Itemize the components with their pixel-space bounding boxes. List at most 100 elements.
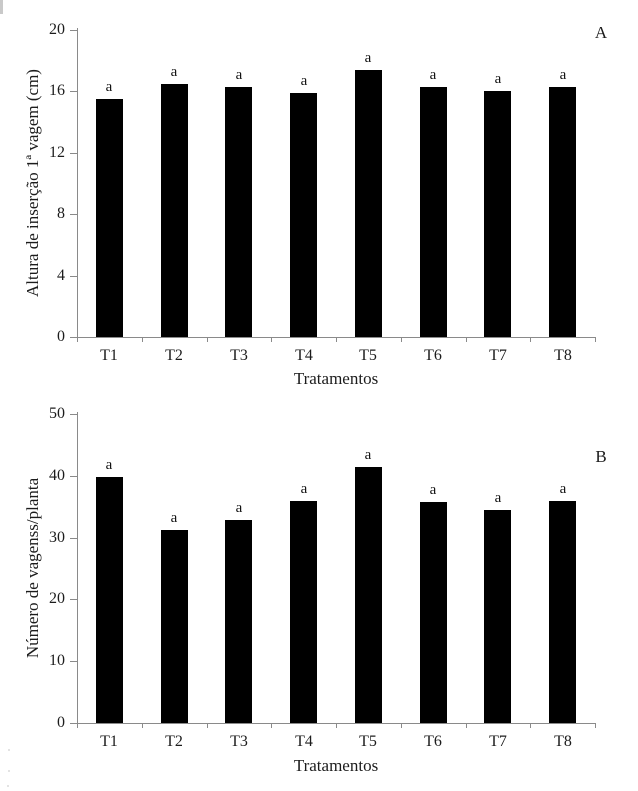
y-tick-mark — [70, 476, 77, 477]
y-tick-mark — [70, 91, 77, 92]
x-tick-label: T6 — [424, 733, 442, 750]
y-tick-mark — [70, 153, 77, 154]
y-tick-mark — [70, 414, 77, 415]
x-tick-mark — [271, 337, 272, 342]
bar-letter-label: a — [300, 481, 308, 497]
bar — [549, 87, 576, 337]
bar — [355, 70, 382, 337]
y-tick-mark — [70, 276, 77, 277]
bar — [420, 502, 447, 723]
x-tick-mark — [530, 337, 531, 342]
bar — [290, 93, 317, 337]
y-tick-label: 4 — [57, 267, 65, 284]
x-tick-mark — [466, 723, 467, 728]
bar-letter-label: a — [235, 500, 243, 516]
bar — [549, 501, 576, 723]
y-axis-title: Altura de inserção 1ª vagem (cm) — [23, 69, 42, 297]
y-tick-label: 16 — [49, 82, 65, 99]
y-tick-label: 50 — [49, 405, 65, 422]
x-tick-label: T7 — [489, 733, 507, 750]
x-tick-mark — [336, 723, 337, 728]
x-tick-label: T2 — [165, 733, 183, 750]
y-tick-label: 10 — [49, 652, 65, 669]
x-tick-mark — [595, 337, 596, 342]
x-tick-label: T3 — [230, 733, 248, 750]
y-tick-label: 8 — [57, 205, 65, 222]
x-axis-title: Tratamentos — [293, 756, 379, 775]
x-tick-mark — [142, 337, 143, 342]
y-tick-label: 40 — [49, 467, 65, 484]
scan-artifact — [8, 770, 10, 772]
x-tick-mark — [336, 337, 337, 342]
bar-letter-label: a — [559, 481, 567, 497]
x-tick-label: T4 — [295, 733, 313, 750]
y-axis-title: Número de vagenss/planta — [23, 477, 42, 659]
bar-letter-label: a — [170, 64, 178, 80]
bar — [420, 87, 447, 337]
x-axis-title: Tratamentos — [293, 369, 379, 388]
x-tick-mark — [207, 337, 208, 342]
y-tick-label: 20 — [49, 590, 65, 607]
x-tick-label: T7 — [489, 347, 507, 364]
y-tick-mark — [70, 538, 77, 539]
x-tick-mark — [401, 337, 402, 342]
bar — [290, 501, 317, 723]
panel-letter: B — [595, 447, 607, 466]
bar-letter-label: a — [300, 73, 308, 89]
panel-letter: A — [594, 23, 608, 42]
x-tick-label: T1 — [100, 347, 118, 364]
x-tick-label: T4 — [295, 347, 313, 364]
y-tick-mark — [70, 661, 77, 662]
bar-letter-label: a — [105, 79, 113, 95]
chart-panel-b: Número de vagenss/planta Tratamentos B 0… — [0, 395, 638, 791]
y-tick-label: 20 — [49, 21, 65, 38]
scan-artifact — [8, 749, 10, 751]
y-tick-label: 0 — [57, 328, 65, 345]
x-tick-label: T1 — [100, 733, 118, 750]
y-tick-label: 30 — [49, 529, 65, 546]
bar-letter-label: a — [494, 490, 502, 506]
scan-artifact — [0, 0, 3, 14]
bar-letter-label: a — [559, 67, 567, 83]
x-tick-mark — [271, 723, 272, 728]
y-tick-label: 0 — [57, 714, 65, 731]
y-tick-mark — [70, 214, 77, 215]
bar-letter-label: a — [494, 71, 502, 87]
x-tick-label: T5 — [359, 733, 377, 750]
x-tick-mark — [77, 723, 78, 728]
bar-letter-label: a — [105, 457, 113, 473]
y-tick-mark — [70, 599, 77, 600]
x-tick-mark — [595, 723, 596, 728]
y-axis-line — [77, 412, 78, 724]
x-tick-label: T2 — [165, 347, 183, 364]
x-tick-mark — [530, 723, 531, 728]
x-tick-label: T5 — [359, 347, 377, 364]
bar — [484, 91, 511, 337]
x-tick-mark — [401, 723, 402, 728]
x-tick-label: T3 — [230, 347, 248, 364]
y-tick-mark — [70, 723, 77, 724]
x-tick-mark — [142, 723, 143, 728]
y-tick-mark — [70, 337, 77, 338]
x-tick-label: T6 — [424, 347, 442, 364]
scan-artifact — [7, 785, 9, 787]
bar-letter-label: a — [364, 447, 372, 463]
y-tick-label: 12 — [49, 144, 65, 161]
x-tick-label: T8 — [554, 733, 572, 750]
y-tick-mark — [70, 30, 77, 31]
chart-panel-a: Altura de inserção 1ª vagem (cm) Tratame… — [0, 0, 638, 395]
x-tick-mark — [77, 337, 78, 342]
bar — [484, 510, 511, 723]
bar — [355, 467, 382, 723]
x-tick-label: T8 — [554, 347, 572, 364]
bar — [225, 520, 252, 723]
bar — [96, 477, 123, 723]
bar-letter-label: a — [235, 67, 243, 83]
bar — [161, 84, 188, 337]
y-axis-line — [77, 28, 78, 338]
bar-letter-label: a — [170, 510, 178, 526]
bar-letter-label: a — [429, 482, 437, 498]
bar — [161, 530, 188, 723]
bar-letter-label: a — [429, 67, 437, 83]
